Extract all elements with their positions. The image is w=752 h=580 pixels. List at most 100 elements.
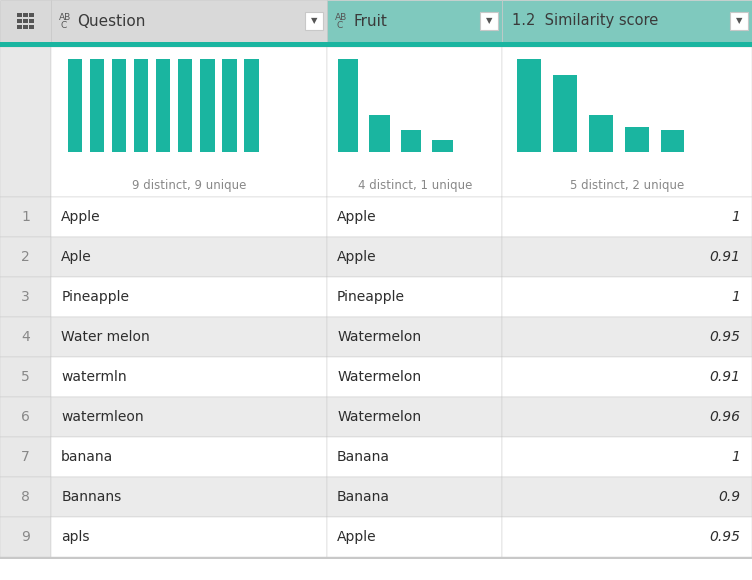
Bar xyxy=(502,397,752,437)
Bar xyxy=(29,25,34,29)
Bar xyxy=(502,42,752,47)
Text: 0.91: 0.91 xyxy=(709,370,740,384)
Text: Apple: Apple xyxy=(337,530,377,544)
Bar xyxy=(0,277,51,317)
Bar xyxy=(156,59,171,152)
Bar xyxy=(17,25,22,29)
Text: 7: 7 xyxy=(21,450,30,464)
Bar xyxy=(327,517,502,557)
Text: AB: AB xyxy=(335,13,347,23)
Bar xyxy=(0,477,51,517)
Bar xyxy=(327,197,502,237)
Text: 5: 5 xyxy=(21,370,30,384)
Bar xyxy=(517,59,541,152)
Text: Banana: Banana xyxy=(337,450,390,464)
Text: Bannans: Bannans xyxy=(61,490,121,504)
Bar xyxy=(327,237,502,277)
Bar xyxy=(134,59,148,152)
Bar xyxy=(51,42,327,47)
Bar xyxy=(369,115,390,152)
Bar xyxy=(0,42,51,47)
Bar xyxy=(327,357,502,397)
Text: 2: 2 xyxy=(21,250,30,264)
Text: AB: AB xyxy=(59,13,71,23)
Text: 9 distinct, 9 unique: 9 distinct, 9 unique xyxy=(132,179,247,191)
Bar xyxy=(502,357,752,397)
Bar xyxy=(51,317,327,357)
Bar xyxy=(0,197,51,237)
Bar xyxy=(23,25,28,29)
Text: 1: 1 xyxy=(731,450,740,464)
Text: Watermelon: Watermelon xyxy=(337,330,421,344)
Text: Water melon: Water melon xyxy=(61,330,150,344)
Bar xyxy=(327,317,502,357)
Bar xyxy=(502,277,752,317)
Bar xyxy=(0,237,51,277)
Text: Fruit: Fruit xyxy=(353,13,387,28)
Bar xyxy=(661,130,684,152)
Text: Apple: Apple xyxy=(337,210,377,224)
Bar xyxy=(502,197,752,237)
Bar xyxy=(29,13,34,17)
Bar xyxy=(89,59,104,152)
Bar xyxy=(327,47,502,197)
Text: 0.91: 0.91 xyxy=(709,250,740,264)
Bar xyxy=(327,477,502,517)
Bar xyxy=(23,13,28,17)
Bar xyxy=(17,19,22,23)
Text: 1: 1 xyxy=(21,210,30,224)
Bar xyxy=(502,0,752,42)
Text: Pineapple: Pineapple xyxy=(61,290,129,304)
Bar xyxy=(0,437,51,477)
Bar xyxy=(51,47,327,197)
Bar xyxy=(51,517,327,557)
Bar xyxy=(0,47,51,197)
Text: 0.95: 0.95 xyxy=(709,530,740,544)
Bar xyxy=(0,517,51,557)
Text: watermleon: watermleon xyxy=(61,410,144,424)
Bar xyxy=(200,59,214,152)
Text: 1.2  Similarity score: 1.2 Similarity score xyxy=(512,13,659,28)
Bar xyxy=(51,437,327,477)
Text: 0.9: 0.9 xyxy=(718,490,740,504)
Bar xyxy=(432,140,453,152)
Bar xyxy=(68,59,82,152)
Text: C: C xyxy=(60,20,66,30)
Bar xyxy=(223,59,237,152)
Text: Watermelon: Watermelon xyxy=(337,370,421,384)
Bar xyxy=(481,12,499,30)
Bar xyxy=(244,59,259,152)
Text: C: C xyxy=(336,20,342,30)
Bar xyxy=(51,277,327,317)
Bar xyxy=(730,12,748,30)
Bar xyxy=(51,397,327,437)
Bar xyxy=(17,13,22,17)
Text: ▼: ▼ xyxy=(311,16,317,26)
Bar xyxy=(51,197,327,237)
Bar xyxy=(553,74,577,152)
Text: 1: 1 xyxy=(731,210,740,224)
Text: ▼: ▼ xyxy=(486,16,493,26)
Bar xyxy=(51,477,327,517)
Text: Aple: Aple xyxy=(61,250,92,264)
Text: 6: 6 xyxy=(21,410,30,424)
Bar xyxy=(502,517,752,557)
Bar xyxy=(305,12,323,30)
Text: 4 distinct, 1 unique: 4 distinct, 1 unique xyxy=(357,179,472,191)
Bar xyxy=(502,47,752,197)
Bar xyxy=(327,437,502,477)
Bar xyxy=(327,277,502,317)
Text: 0.95: 0.95 xyxy=(709,330,740,344)
Bar xyxy=(590,115,613,152)
Text: 4: 4 xyxy=(21,330,30,344)
Bar xyxy=(29,19,34,23)
Text: ▼: ▼ xyxy=(735,16,742,26)
Bar xyxy=(327,0,502,42)
Text: 1: 1 xyxy=(731,290,740,304)
Text: watermln: watermln xyxy=(61,370,127,384)
Bar xyxy=(502,317,752,357)
Bar xyxy=(0,357,51,397)
Bar xyxy=(0,317,51,357)
Bar xyxy=(502,237,752,277)
Text: Apple: Apple xyxy=(61,210,101,224)
